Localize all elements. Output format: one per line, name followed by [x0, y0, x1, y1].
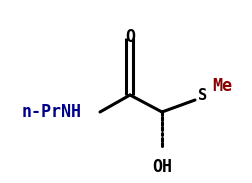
Text: S: S — [197, 89, 206, 104]
Text: O: O — [124, 28, 135, 46]
Text: Me: Me — [211, 77, 231, 95]
Text: OH: OH — [151, 158, 171, 176]
Text: n-PrNH: n-PrNH — [22, 103, 82, 121]
